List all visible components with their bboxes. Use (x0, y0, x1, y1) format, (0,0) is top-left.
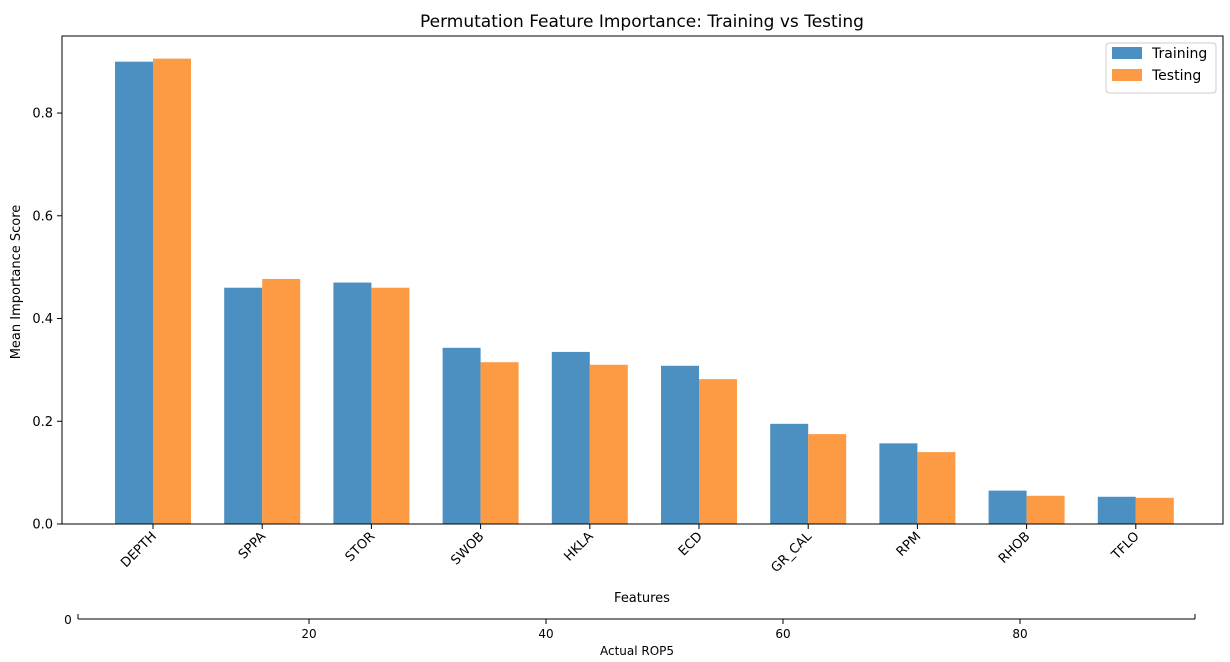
bar-testing-ecd (699, 379, 737, 524)
secondary-tick-label: 40 (538, 627, 553, 641)
bar-training-hkla (551, 351, 590, 524)
y-axis-ticks: 0.0 0.2 0.4 0.6 0.8 (32, 107, 62, 533)
x-tick-label: STOR (343, 529, 379, 565)
secondary-axis-left-label: 0 (64, 613, 72, 627)
x-tick-label: SPPA (236, 529, 269, 562)
x-axis-ticks: DEPTH SPPA STOR SWOB HKLA ECD GR_CAL RPM RHOB TFL… (118, 524, 1143, 576)
bar-training-swob (442, 347, 481, 524)
bar-testing-gr_cal (808, 434, 847, 524)
bar-testing-hkla (589, 364, 628, 524)
bar-training-gr_cal (770, 423, 809, 524)
secondary-tick-label: 60 (775, 627, 790, 641)
secondary-axis: 0 20 40 60 80 Actual ROP5 (64, 613, 1196, 658)
bar-testing-rpm (917, 452, 956, 524)
bar-testing-tflo (1135, 497, 1174, 524)
bar-testing-rhob (1026, 495, 1065, 524)
x-tick-label: RHOB (996, 529, 1033, 566)
y-tick-label: 0.0 (32, 518, 53, 533)
y-tick-label: 0.2 (32, 415, 53, 430)
bar-training-ecd (661, 365, 699, 524)
bar-testing-swob (480, 362, 519, 524)
legend-swatch-testing (1112, 69, 1142, 81)
plot-frame (61, 35, 1224, 525)
x-tick-label: DEPTH (118, 529, 160, 571)
x-tick-label: HKLA (561, 529, 596, 564)
bar-training-rhob (988, 490, 1027, 524)
bar-training-depth (115, 61, 153, 525)
secondary-tick-label: 80 (1012, 627, 1027, 641)
x-tick-label: GR_CAL (768, 529, 815, 576)
x-tick-label: RPM (894, 529, 924, 559)
chart-title: Permutation Feature Importance: Training… (420, 12, 864, 32)
x-axis-label: Features (614, 591, 670, 606)
bar-testing-sppa (262, 278, 301, 524)
legend-swatch-training (1112, 47, 1142, 59)
secondary-axis-label: Actual ROP5 (600, 644, 674, 658)
bars-layer (115, 58, 1174, 525)
x-tick-label: SWOB (448, 529, 487, 568)
bar-training-sppa (224, 287, 263, 524)
bar-training-tflo (1097, 496, 1136, 524)
bar-training-rpm (879, 443, 918, 524)
y-axis-label: Mean Importance Score (9, 205, 24, 360)
bar-testing-depth (153, 58, 191, 524)
secondary-tick-label: 20 (301, 627, 316, 641)
legend: Training Testing (1105, 42, 1217, 94)
bar-training-stor (333, 282, 372, 524)
bar-testing-stor (371, 287, 410, 524)
x-tick-label: ECD (676, 529, 706, 559)
y-tick-label: 0.4 (32, 312, 53, 327)
x-tick-label: TFLO (1108, 529, 1142, 563)
y-tick-label: 0.8 (32, 107, 53, 122)
y-tick-label: 0.6 (32, 209, 53, 224)
legend-label-training: Training (1151, 46, 1207, 62)
legend-label-testing: Testing (1151, 68, 1201, 84)
